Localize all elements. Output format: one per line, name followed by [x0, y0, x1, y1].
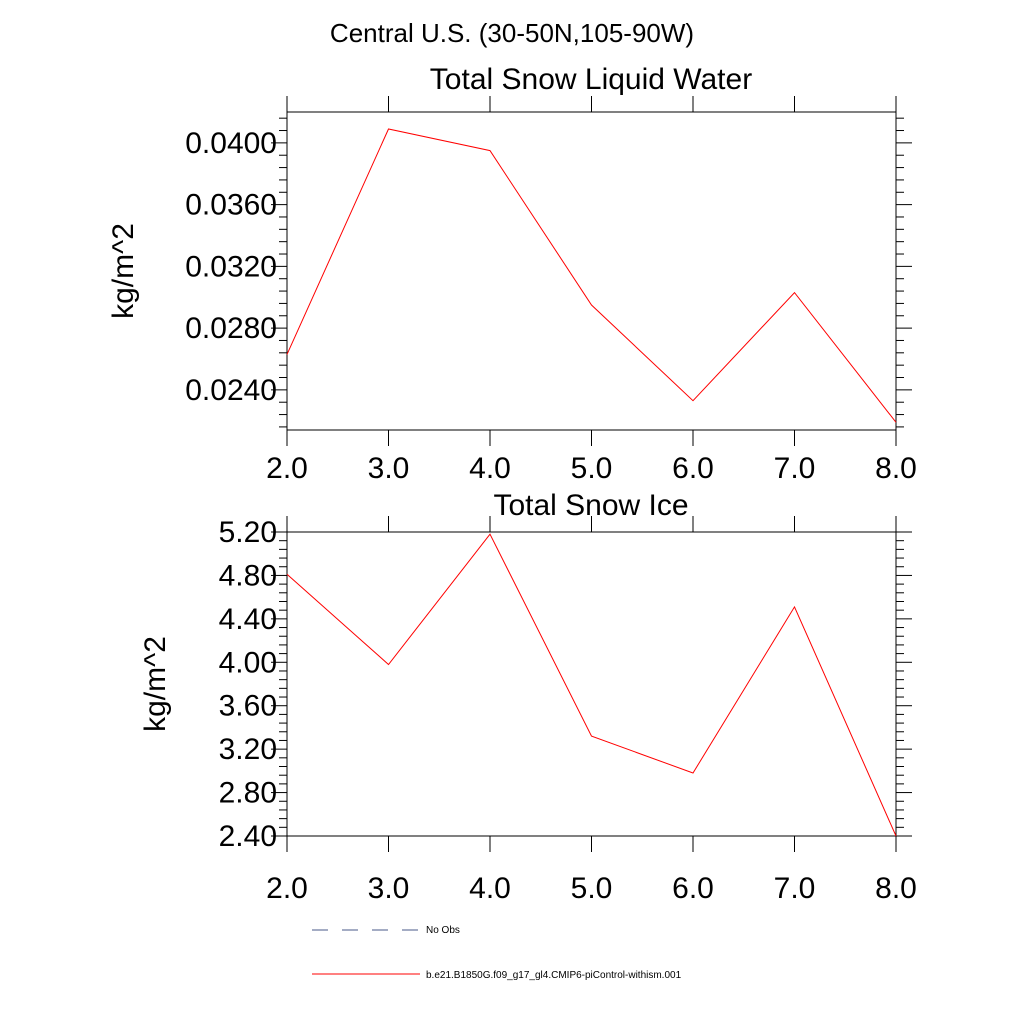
x-tick-label: 6.0: [672, 872, 714, 905]
x-tick-label: 8.0: [875, 872, 917, 905]
x-tick-label: 2.0: [266, 872, 308, 905]
x-tick-label: 3.0: [368, 872, 410, 905]
y-axis-label: kg/m^2: [107, 223, 140, 319]
y-tick-label: 3.60: [219, 690, 277, 723]
region-title: Central U.S. (30-50N,105-90W): [330, 18, 694, 48]
chart-title: Total Snow Liquid Water: [430, 63, 752, 96]
x-tick-label: 4.0: [469, 872, 511, 905]
plot-frame: [286, 111, 897, 431]
y-tick-label: 0.0280: [185, 312, 277, 345]
x-tick-label: 5.0: [571, 452, 613, 485]
x-tick-label: 5.0: [571, 872, 613, 905]
y-tick-label: 4.40: [219, 603, 277, 636]
series-line: [286, 128, 897, 423]
x-tick-label: 6.0: [672, 452, 714, 485]
chart-snow-liquid-water: Total Snow Liquid Water kg/m^2 2.0 3.0 4.0…: [107, 63, 917, 485]
legend-label-model-run: b.e21.B1850G.f09_g17_gl4.CMIP6-piControl…: [426, 970, 682, 981]
y-tick-label: 0.0320: [185, 250, 277, 283]
y-tick-label: 4.00: [219, 646, 277, 679]
y-tick-label: 0.0360: [185, 189, 277, 222]
y-axis-label: kg/m^2: [139, 636, 172, 732]
x-tick-label: 7.0: [774, 452, 816, 485]
y-tick-label: 2.80: [219, 777, 277, 810]
series-line: [286, 533, 897, 837]
legend: No Obs b.e21.B1850G.f09_g17_gl4.CMIP6-pi…: [312, 925, 682, 981]
x-tick-label: 7.0: [774, 872, 816, 905]
chart-snow-ice: Total Snow Ice kg/m^2 2.0 3.0 4.0 5.0 6.0 7.0…: [139, 489, 917, 905]
x-tick-label: 3.0: [368, 452, 410, 485]
y-tick-label: 5.20: [219, 516, 277, 549]
plot-frame: [286, 531, 897, 837]
y-tick-label: 0.0400: [185, 127, 277, 160]
y-tick-label: 2.40: [219, 820, 277, 853]
y-tick-label: 4.80: [219, 559, 277, 592]
y-tick-label: 0.0240: [185, 374, 277, 407]
legend-label-no-obs: No Obs: [426, 925, 460, 936]
x-tick-label: 8.0: [875, 452, 917, 485]
x-tick-label: 2.0: [266, 452, 308, 485]
y-tick-label: 3.20: [219, 733, 277, 766]
x-tick-label: 4.0: [469, 452, 511, 485]
